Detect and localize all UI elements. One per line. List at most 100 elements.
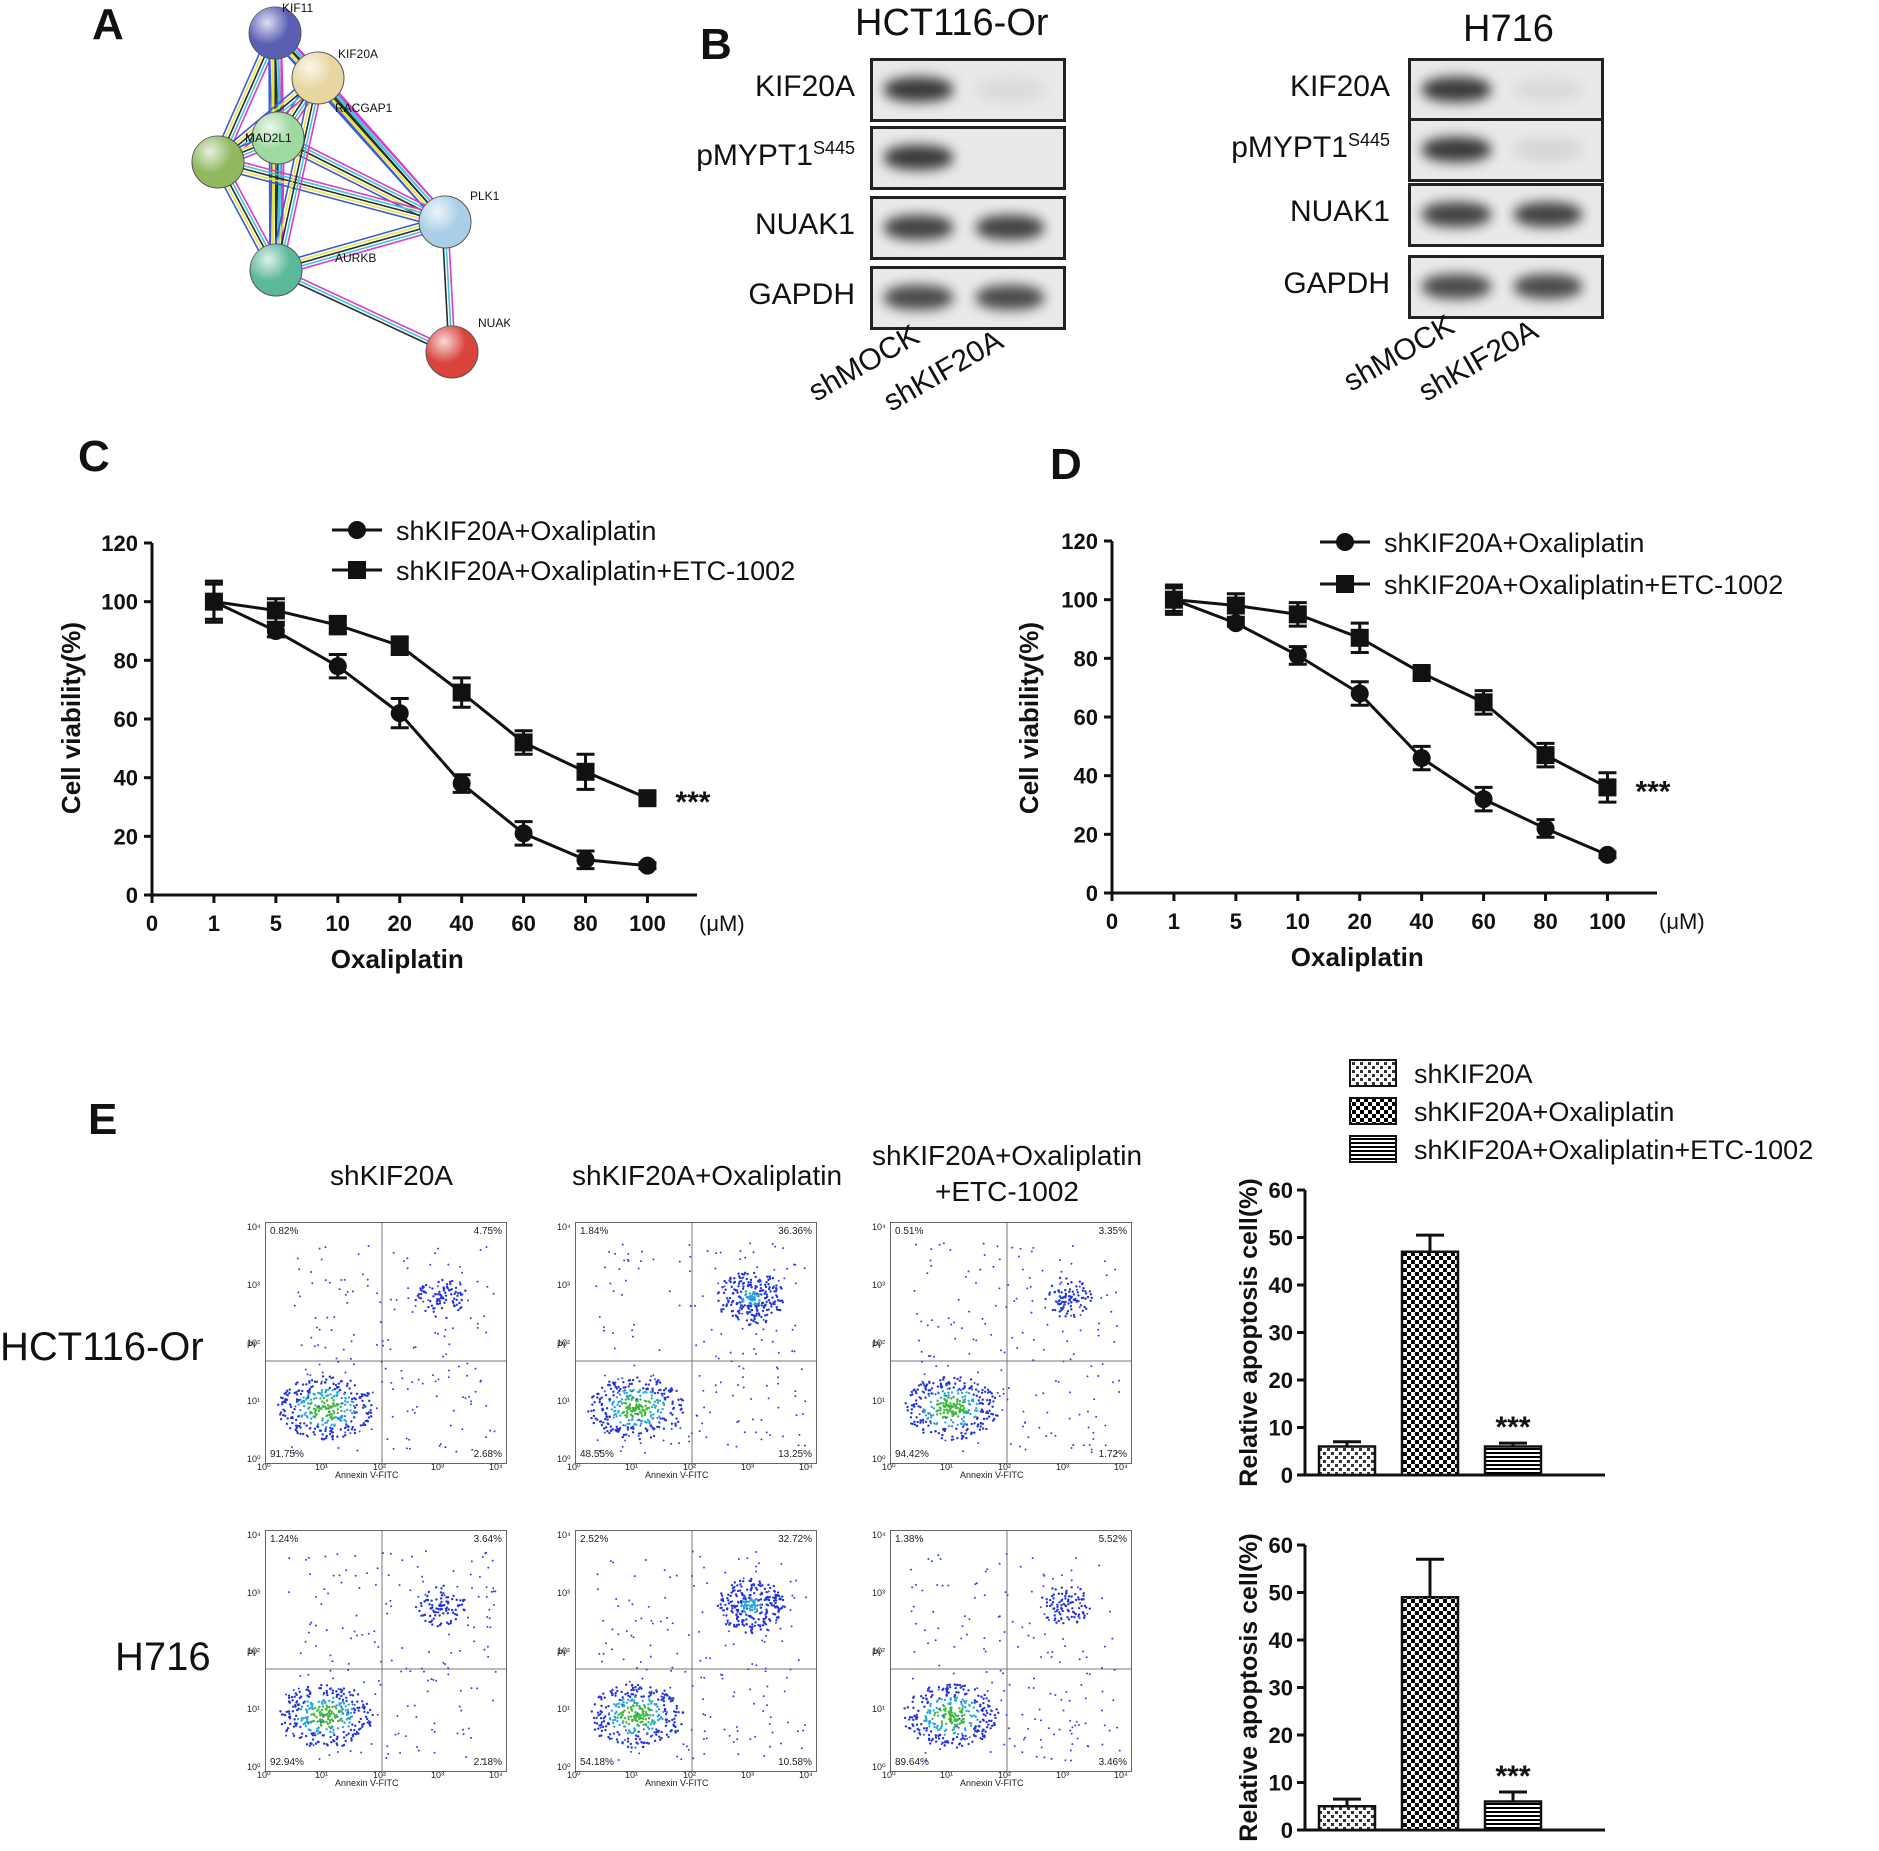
x-tick-label: 0	[146, 911, 158, 936]
flow-dot	[447, 1376, 450, 1379]
flow-dot	[724, 1623, 728, 1626]
flow-dot	[742, 1285, 745, 1288]
flow-y-axis-title: PI	[247, 1648, 256, 1658]
flow-dot	[1070, 1586, 1073, 1589]
flow-dot	[731, 1291, 735, 1295]
flow-dot	[959, 1376, 962, 1379]
flow-dot	[1085, 1656, 1088, 1659]
flow-dot	[328, 1754, 331, 1757]
flow-dot	[715, 1355, 718, 1358]
flow-dot	[1059, 1283, 1062, 1286]
flow-dot	[279, 1411, 283, 1414]
flow-dot	[996, 1245, 999, 1248]
flow-dot	[615, 1425, 618, 1428]
flow-dot	[929, 1413, 933, 1417]
flow-dot	[645, 1668, 648, 1671]
flow-dot	[628, 1379, 632, 1382]
flow-dot	[665, 1711, 668, 1714]
flow-dot	[366, 1394, 369, 1398]
flow-dot	[621, 1435, 624, 1439]
flow-dot	[672, 1407, 675, 1410]
flow-dot	[409, 1589, 412, 1592]
flow-dot	[661, 1717, 664, 1721]
flow-dot	[592, 1409, 596, 1412]
legend-swatch-1	[1349, 1097, 1397, 1125]
flow-dot	[969, 1378, 973, 1381]
flow-dot	[485, 1404, 488, 1407]
blot-band	[1422, 202, 1491, 227]
flow-dot	[353, 1630, 356, 1633]
flow-dot	[328, 1386, 331, 1390]
flow-dot	[474, 1367, 477, 1370]
flow-dot	[627, 1718, 630, 1721]
flow-dot	[735, 1625, 738, 1628]
flow-dot	[324, 1246, 327, 1249]
flow-dot	[949, 1720, 952, 1723]
flow-dot	[925, 1719, 928, 1723]
flow-dot	[1070, 1281, 1073, 1284]
flow-dot	[312, 1407, 316, 1410]
flow-dot	[660, 1392, 664, 1396]
flow-dot	[985, 1427, 988, 1431]
flow-dot	[615, 1415, 618, 1418]
flow-dot	[443, 1335, 446, 1338]
flow-dot	[642, 1695, 645, 1698]
flow-dot	[759, 1624, 762, 1627]
flow-dot	[911, 1700, 914, 1704]
flow-dot	[669, 1411, 672, 1415]
flow-dot	[955, 1407, 958, 1410]
flow-dot	[957, 1691, 960, 1694]
y-tick-label: 20	[1074, 822, 1098, 847]
flow-dot	[389, 1552, 392, 1555]
node-sheen	[292, 52, 344, 104]
flow-dot	[743, 1601, 746, 1604]
flow-dot	[320, 1388, 324, 1392]
flow-dot	[916, 1388, 919, 1391]
flow-dot	[675, 1707, 678, 1710]
flow-x-tick: 10²	[998, 1770, 1012, 1780]
flow-dot	[733, 1277, 736, 1280]
flow-dot	[610, 1709, 614, 1712]
bar-2	[1483, 1445, 1543, 1477]
flow-dot	[935, 1410, 938, 1413]
flow-dot	[1079, 1303, 1083, 1307]
flow-plot-r1-c0: 1.24% 3.64% 92.94% 2.18%	[265, 1530, 507, 1772]
flow-dot	[771, 1731, 774, 1734]
flow-dot	[337, 1709, 341, 1713]
flow-dot	[1100, 1709, 1103, 1712]
flow-dot	[785, 1676, 788, 1679]
flow-dot	[609, 1387, 613, 1390]
flow-dot	[746, 1310, 749, 1314]
flow-dot	[1058, 1315, 1061, 1318]
flow-dot	[925, 1383, 929, 1386]
flow-dot	[493, 1603, 496, 1606]
flow-dot	[987, 1415, 991, 1418]
node-label-racgap1: RACGAP1	[335, 101, 393, 115]
flow-dot	[976, 1709, 979, 1712]
flow-dot	[342, 1392, 346, 1396]
flow-dot	[982, 1713, 985, 1716]
flow-dot	[981, 1398, 984, 1401]
flow-dot	[353, 1431, 357, 1435]
flow-dot	[453, 1612, 457, 1616]
flow-dot	[338, 1574, 341, 1577]
flow-dot	[935, 1365, 938, 1368]
flow-dot	[351, 1733, 355, 1737]
flow-dot	[320, 1258, 323, 1261]
flow-dot	[311, 1738, 315, 1741]
flow-dot	[331, 1689, 335, 1692]
network-edge	[218, 158, 446, 220]
flow-dot	[469, 1573, 472, 1576]
blot-band	[1513, 137, 1582, 162]
flow-dot	[359, 1395, 362, 1399]
flow-dot	[590, 1710, 594, 1713]
flow-scatter	[576, 1531, 816, 1771]
blot-band	[884, 77, 953, 102]
blot-band	[975, 215, 1044, 240]
flow-dot	[333, 1733, 336, 1737]
significance-mark: ***	[1635, 775, 1670, 808]
flow-dot	[325, 1713, 328, 1716]
flow-dot	[647, 1703, 650, 1706]
flow-dot	[680, 1723, 683, 1726]
flow-dot	[648, 1709, 651, 1712]
